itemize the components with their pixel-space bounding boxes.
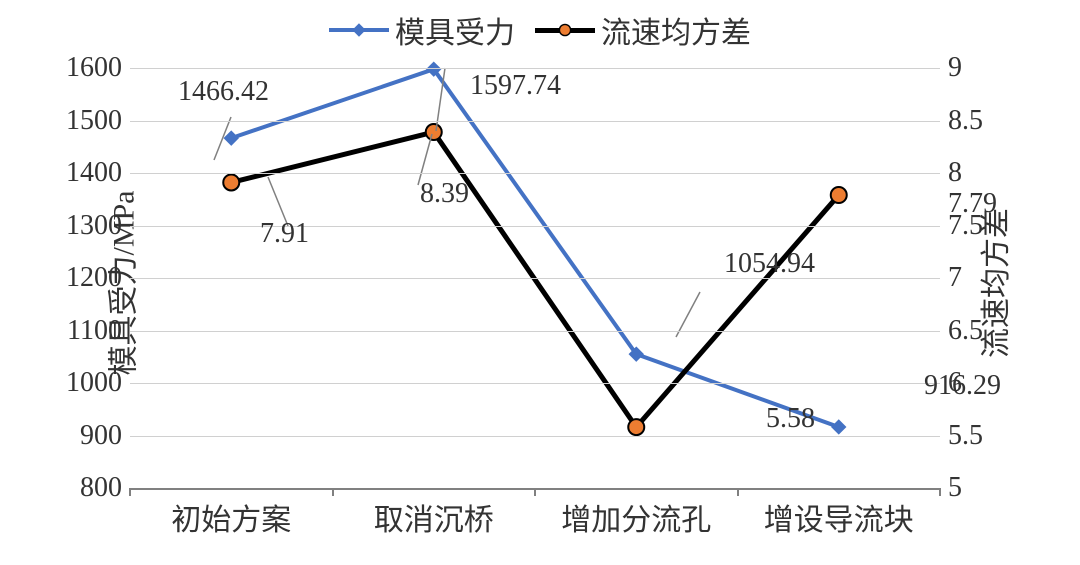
gridline xyxy=(130,278,940,279)
legend-item-2: 流速均方差 xyxy=(535,8,751,52)
gridline xyxy=(130,173,940,174)
gridline xyxy=(130,331,940,332)
series-marker xyxy=(427,62,441,76)
legend-label-1: 模具受力 xyxy=(395,8,515,52)
series-marker xyxy=(628,419,644,435)
data-label: 1466.42 xyxy=(178,76,269,108)
x-tick xyxy=(737,488,739,496)
series-marker xyxy=(426,124,442,140)
legend-swatch-2 xyxy=(535,28,595,33)
y1-tick-label: 1000 xyxy=(66,367,122,399)
data-label: 5.58 xyxy=(766,403,815,435)
y1-tick-label: 1600 xyxy=(66,52,122,84)
legend: 模具受力 流速均方差 xyxy=(0,8,1080,52)
y2-tick-label: 9 xyxy=(948,52,962,84)
data-label: 7.79 xyxy=(948,188,997,220)
chart-container: 模具受力 流速均方差 模具受力/MPa 流速均方差 80090010001100… xyxy=(0,0,1080,565)
y1-tick-label: 800 xyxy=(80,472,122,504)
y1-tick-label: 1100 xyxy=(67,315,122,347)
y2-tick-label: 8 xyxy=(948,157,962,189)
gridline xyxy=(130,436,940,437)
data-label: 7.91 xyxy=(260,218,309,250)
legend-swatch-1 xyxy=(329,28,389,32)
gridline xyxy=(130,121,940,122)
data-label: 8.39 xyxy=(420,178,469,210)
y1-tick-label: 1400 xyxy=(66,157,122,189)
y2-tick-label: 5.5 xyxy=(948,420,983,452)
y2-tick-label: 7 xyxy=(948,262,962,294)
x-tick xyxy=(534,488,536,496)
gridline xyxy=(130,226,940,227)
x-category-label: 取消沉桥 xyxy=(374,495,494,539)
x-tick xyxy=(332,488,334,496)
data-label: 1054.94 xyxy=(724,248,815,280)
leader-line xyxy=(214,117,231,160)
y1-tick-label: 1500 xyxy=(66,105,122,137)
legend-label-2: 流速均方差 xyxy=(601,8,751,52)
y2-tick-label: 8.5 xyxy=(948,105,983,137)
y2-tick-label: 6.5 xyxy=(948,315,983,347)
x-tick xyxy=(939,488,941,496)
data-label: 916.29 xyxy=(924,370,1001,402)
series-marker xyxy=(629,347,643,361)
x-category-label: 增设导流块 xyxy=(764,495,914,539)
gridline xyxy=(130,68,940,69)
series-marker xyxy=(224,131,238,145)
x-category-label: 增加分流孔 xyxy=(561,495,711,539)
legend-item-1: 模具受力 xyxy=(329,8,515,52)
series-marker xyxy=(223,174,239,190)
y1-tick-label: 900 xyxy=(80,420,122,452)
series-marker xyxy=(831,187,847,203)
leader-line xyxy=(436,68,445,131)
data-label: 1597.74 xyxy=(470,70,561,102)
x-tick xyxy=(129,488,131,496)
y2-tick-label: 5 xyxy=(948,472,962,504)
series-marker xyxy=(832,420,846,434)
x-category-label: 初始方案 xyxy=(171,495,291,539)
gridline xyxy=(130,383,940,384)
y1-tick-label: 1200 xyxy=(66,262,122,294)
y1-tick-label: 1300 xyxy=(66,210,122,242)
